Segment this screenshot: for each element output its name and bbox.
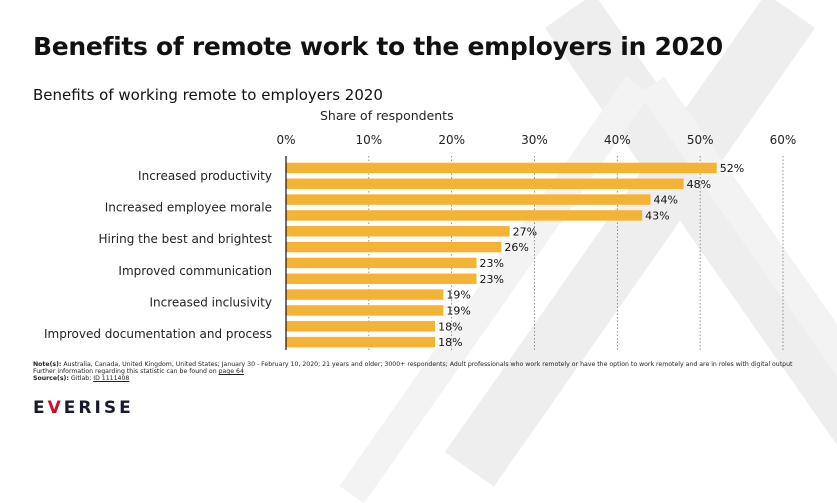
category-label: Improved communication — [118, 264, 272, 278]
source-text: Gitlab; — [70, 375, 92, 382]
data-label: 19% — [446, 304, 470, 317]
data-label: 26% — [504, 241, 528, 254]
category-label: Hiring the best and brightest — [99, 232, 273, 246]
bar — [286, 289, 444, 300]
x-tick-label: 40% — [604, 133, 631, 147]
bar — [286, 241, 502, 253]
source-id-link[interactable]: ID 1111408 — [93, 375, 130, 382]
bar — [286, 178, 684, 189]
data-label: 43% — [645, 209, 669, 222]
bar — [286, 194, 651, 205]
note-label: Note(s): — [33, 361, 62, 368]
category-label: Increased productivity — [138, 169, 272, 183]
page-title: Benefits of remote work to the employers… — [33, 32, 723, 61]
data-label: 52% — [720, 162, 744, 175]
source-line: Source(s): Gitlab; ID 1111408 — [33, 375, 803, 382]
chart-title: Benefits of working remote to employers … — [33, 86, 383, 104]
bar — [286, 336, 436, 348]
category-label: Increased employee morale — [105, 201, 272, 215]
logo-letters: ERISE — [63, 398, 134, 418]
everise-logo: EVERISE — [33, 398, 134, 418]
bar — [286, 226, 510, 237]
category-label: Increased inclusivity — [149, 296, 272, 310]
x-tick-label: 10% — [355, 133, 382, 147]
logo-letter: E — [33, 398, 48, 418]
logo-letter-accent: V — [47, 398, 64, 418]
data-label: 23% — [480, 257, 504, 270]
x-tick-label: 50% — [687, 133, 714, 147]
bar — [286, 162, 717, 174]
x-axis-label: Share of respondents — [320, 108, 454, 123]
further-info-line: Further information regarding this stati… — [33, 368, 803, 375]
bar — [286, 305, 444, 316]
data-label: 48% — [687, 178, 711, 191]
x-tick-label: 20% — [438, 133, 465, 147]
bar — [286, 273, 477, 284]
bar-chart: 0% 10% 20% 30% 40% 50% 60% 52% Increased product… — [44, 133, 797, 350]
chart-notes: Note(s): Australia, Canada, United Kingd… — [33, 361, 803, 382]
page-link[interactable]: page 64 — [218, 368, 244, 375]
data-label: 44% — [653, 194, 677, 207]
x-tick-label: 60% — [770, 133, 797, 147]
data-label: 18% — [438, 336, 462, 349]
bar — [286, 210, 643, 221]
note-line: Note(s): Australia, Canada, United Kingd… — [33, 361, 803, 368]
further-info-text: Further information regarding this stati… — [33, 368, 217, 375]
x-tick-label: 30% — [521, 133, 548, 147]
bar — [286, 257, 477, 269]
x-tick-label: 0% — [276, 133, 295, 147]
note-text: Australia, Canada, United Kingdom, Unite… — [63, 361, 793, 368]
data-label: 18% — [438, 320, 462, 333]
bar — [286, 321, 436, 332]
data-label: 19% — [446, 289, 470, 302]
data-label: 23% — [480, 273, 504, 286]
category-label: Improved documentation and process — [44, 327, 272, 341]
data-label: 27% — [513, 225, 537, 238]
source-label: Source(s): — [33, 375, 69, 382]
